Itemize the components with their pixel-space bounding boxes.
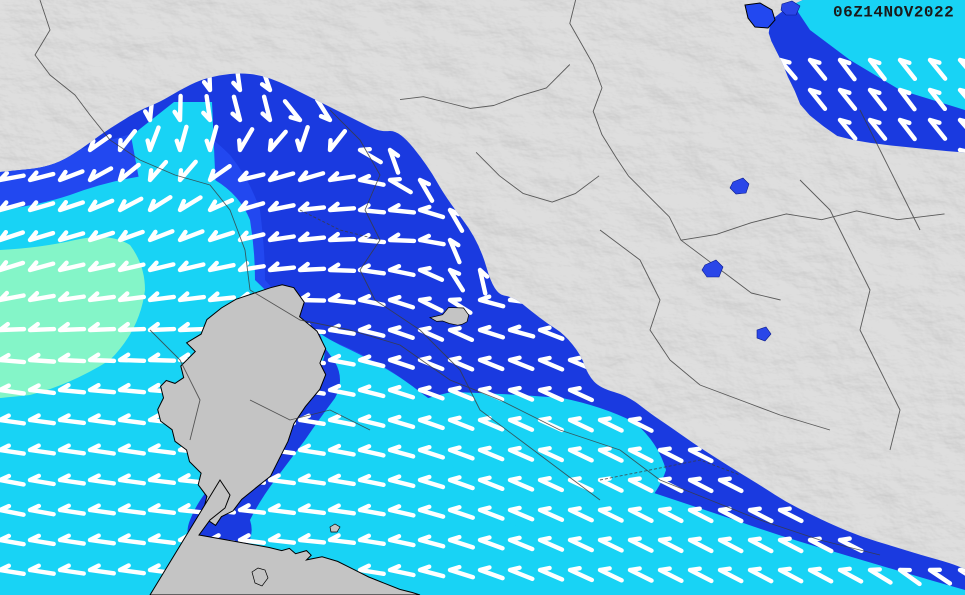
svg-text:06Z14NOV2022: 06Z14NOV2022 xyxy=(833,4,954,22)
